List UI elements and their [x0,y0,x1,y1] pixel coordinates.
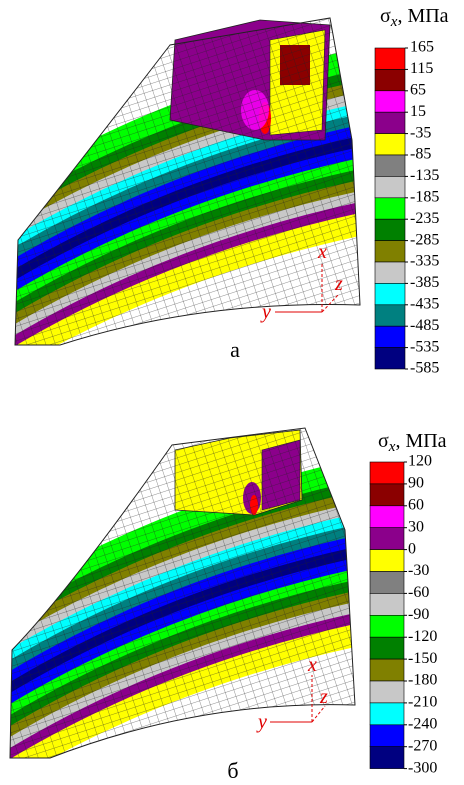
legend-label: -90 [408,606,429,623]
legend-swatch [375,241,405,262]
legend-label: -60 [408,584,429,601]
legend-label: -300 [408,759,437,776]
legend-swatch [375,262,405,283]
legend-label: -135 [410,167,439,184]
legend-title: σx, МПа [378,430,447,455]
legend-label: 115 [410,60,433,77]
legend-swatch [375,134,405,155]
legend-swatch [370,659,404,681]
legend-label: -180 [408,672,437,689]
legend-label: -240 [408,715,437,732]
axis-label: y [260,301,271,323]
axis-label: x [307,654,317,676]
legend-swatch [370,615,404,637]
legend-swatch [375,112,405,133]
legend-label: -485 [410,317,439,334]
legend-title: σx, МПа [380,5,449,30]
legend-swatch [375,176,405,197]
legend-swatch [370,681,404,703]
legend-swatch [375,155,405,176]
legend-label: 120 [408,453,432,470]
legend-label: -385 [410,274,439,291]
symbol: σ [380,5,391,27]
legend-swatch [375,198,405,219]
unit: , МПа [395,430,446,452]
legend-label: -335 [410,253,439,270]
legend-swatch [375,283,405,304]
legend-swatch [375,326,405,347]
legend-label: -585 [410,360,439,377]
legend-swatch [370,484,404,506]
legend-label: -535 [410,338,439,355]
legend-label: 15 [410,103,426,120]
axis-label: x [317,241,327,263]
legend-label: -120 [408,628,437,645]
legend-label: -210 [408,694,437,711]
legend-swatch [375,348,405,369]
legend-swatch [370,462,404,484]
legend-label: -85 [410,146,431,163]
axis-label: y [256,711,267,733]
legend-swatch [375,91,405,112]
legend-label: 65 [410,81,426,98]
legend-swatch [370,506,404,528]
symbol: σ [378,430,389,452]
legend-swatch [370,637,404,659]
legend-label: -235 [410,210,439,227]
legend-swatch [370,528,404,550]
legend-label: -185 [410,188,439,205]
axis-label: z [334,273,343,295]
legend-label: -35 [410,124,431,141]
legend-label: 165 [410,39,434,56]
mesh [10,428,355,758]
legend-label: 60 [408,496,424,513]
legend-swatch [375,305,405,326]
legend-swatch [370,747,404,769]
figure: σx, МПа1651156515-35-85-135-185-235-285-… [0,0,464,785]
legend-swatch [375,69,405,90]
legend-swatch [370,550,404,572]
legend-label: 90 [408,475,424,492]
panel-a [0,0,400,378]
caption: б [227,758,238,783]
legend-swatch [370,593,404,615]
caption: а [230,337,240,362]
legend-label: -30 [408,562,429,579]
mesh [15,18,360,345]
legend-swatch [375,48,405,69]
legend-label: -270 [408,737,437,754]
unit: , МПа [397,5,448,27]
legend-swatch [370,572,404,594]
legend-swatch [370,725,404,747]
legend-swatch [375,219,405,240]
legend-label: -435 [410,295,439,312]
legend-label: -150 [408,650,437,667]
legend-label: -285 [410,231,439,248]
legend-label: 0 [408,540,416,557]
axis-label: z [319,686,328,708]
legend-label: 30 [408,518,424,535]
legend-swatch [370,703,404,725]
